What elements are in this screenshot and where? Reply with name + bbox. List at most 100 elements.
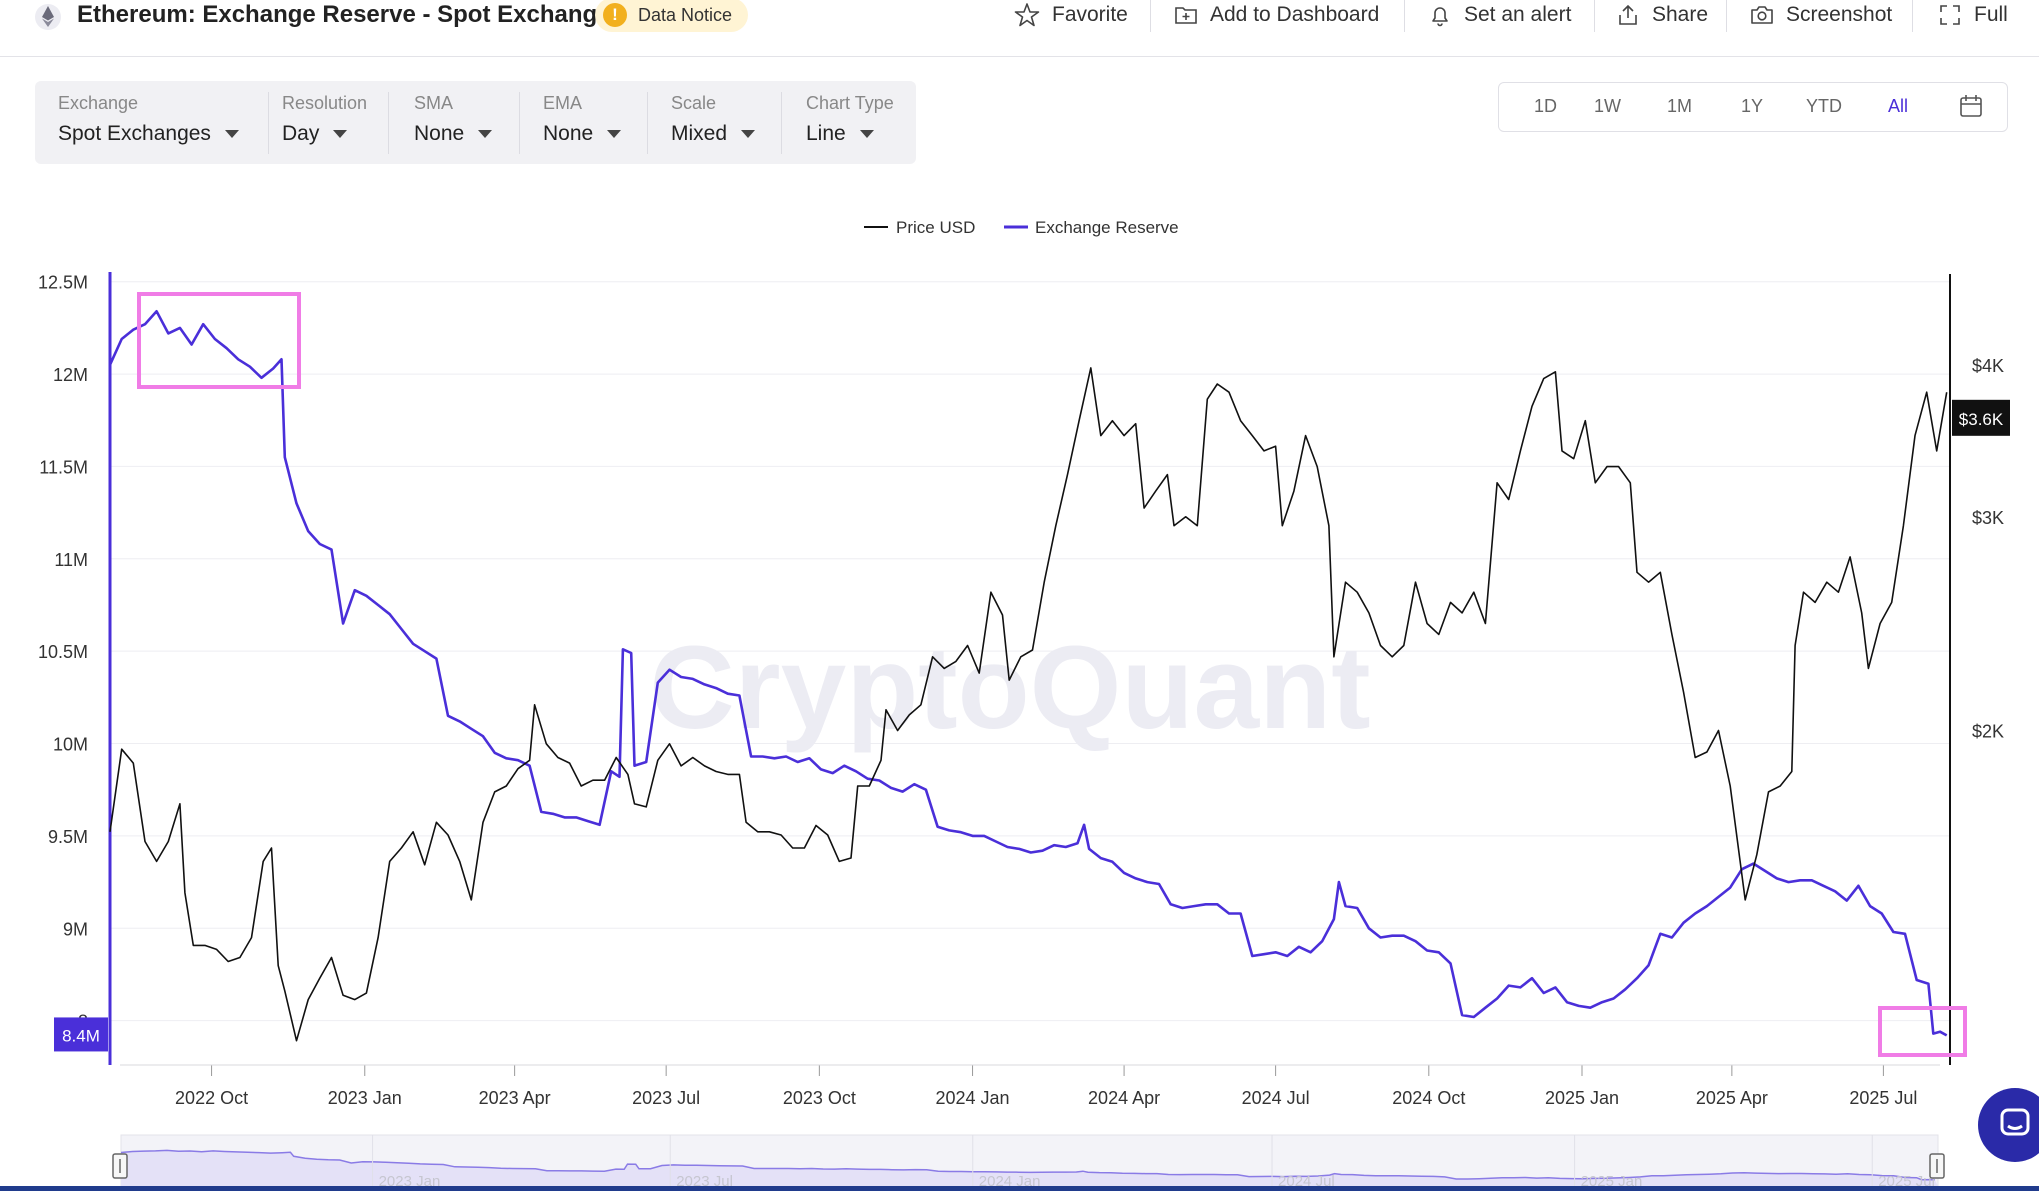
support-chat-button[interactable] (1978, 1088, 2039, 1162)
page-title: Ethereum: Exchange Reserve - Spot Exchan… (77, 1, 624, 28)
calendar-icon[interactable] (1959, 93, 1983, 119)
reserve-current-value-label: 8.4M (62, 1026, 100, 1045)
control-divider (268, 92, 269, 154)
set-alert-label: Set an alert (1464, 3, 1572, 26)
screenshot-button[interactable]: Screenshot (1750, 0, 1892, 30)
caret-down-icon (607, 130, 622, 138)
ema-select[interactable]: EMA None (543, 93, 622, 146)
price-usd-series-line (109, 367, 1948, 1042)
action-divider (1404, 0, 1405, 32)
control-divider (388, 92, 389, 154)
range-navigator[interactable]: 2023 Jan 2023 Jul 2024 Jan 2024 Jul 2025 Jan… (112, 1134, 1945, 1190)
left-axis-tick-label: 9.5M (48, 827, 88, 847)
range-button-ytd[interactable]: YTD (1806, 96, 1842, 116)
left-axis-tick-label: 9M (63, 919, 88, 939)
resolution-select-value: Day (282, 122, 320, 145)
page-header: Ethereum: Exchange Reserve - Spot Exchan… (0, 0, 2039, 57)
chart-type-select[interactable]: Chart Type Line (806, 93, 894, 146)
share-label: Share (1652, 3, 1709, 26)
watermark: CryptoQuant (649, 622, 1370, 754)
exchange-select[interactable]: Exchange Spot Exchanges (58, 93, 239, 146)
navigator-tick-label: 2023 Jul (676, 1173, 733, 1190)
x-axis-tick-label: 2023 Apr (479, 1088, 551, 1108)
add-to-dashboard-button[interactable]: Add to Dashboard (1174, 0, 1379, 30)
x-axis-tick-label: 2025 Apr (1696, 1088, 1768, 1108)
fullscreen-icon (1940, 5, 1960, 25)
legend-price-label[interactable]: Price USD (896, 218, 975, 237)
right-axis-tick-label: $4K (1972, 356, 2004, 376)
range-button-all[interactable]: All (1888, 96, 1909, 116)
sma-select-label: SMA (414, 93, 454, 113)
range-button-1m[interactable]: 1M (1667, 96, 1693, 116)
star-icon (1014, 3, 1040, 27)
resolution-select-label: Resolution (282, 93, 368, 113)
chart-grid (110, 281, 1950, 1022)
scale-select[interactable]: Scale Mixed (671, 93, 756, 146)
left-axis-tick-label: 10M (53, 735, 88, 755)
resolution-select[interactable]: Resolution Day (282, 93, 367, 146)
reserve-current-value-tag (54, 1017, 108, 1052)
chart-axes: 12.5M12M11.5M11M10.5M10M9.5M9M8$4K$3K$2K… (38, 272, 2004, 1108)
warning-icon: ! (603, 3, 627, 27)
navigator-tick-label: 2024 Jan (979, 1173, 1041, 1190)
chart-type-select-value: Line (806, 122, 846, 145)
favorite-button[interactable]: Favorite (1014, 0, 1128, 30)
range-button-1y[interactable]: 1Y (1741, 96, 1764, 116)
sma-select[interactable]: SMA None (414, 93, 493, 146)
x-axis-tick-label: 2024 Jul (1242, 1088, 1310, 1108)
x-axis-tick-label: 2024 Jan (936, 1088, 1010, 1108)
left-axis-tick-label: 10.5M (38, 642, 88, 662)
action-divider (1912, 0, 1913, 32)
sma-select-value: None (414, 122, 465, 145)
chart-controls: Exchange Spot Exchanges Resolution Day S… (35, 81, 916, 164)
left-axis-tick-label: 11.5M (39, 457, 88, 477)
navigator-tick-label: 2023 Jan (379, 1173, 441, 1190)
data-notice-label: Data Notice (638, 4, 733, 25)
navigator-tick-label: 2025 Jul (1878, 1173, 1935, 1190)
range-button-1d[interactable]: 1D (1534, 96, 1558, 116)
chart-type-select-label: Chart Type (806, 93, 894, 113)
x-axis-tick-label: 2025 Jul (1849, 1088, 1917, 1108)
ethereum-logo-icon (35, 4, 61, 30)
legend-reserve-label[interactable]: Exchange Reserve (1035, 218, 1179, 237)
action-divider (1726, 0, 1727, 32)
data-notice-badge[interactable]: ! Data Notice (595, 0, 749, 32)
exchange-select-label: Exchange (58, 93, 139, 113)
price-current-value-tag (1952, 399, 2010, 436)
exchange-select-value: Spot Exchanges (58, 122, 211, 145)
ema-select-label: EMA (543, 93, 583, 113)
chart-annotations: 8.4M $3.6K (54, 292, 2010, 1057)
action-divider (1594, 0, 1595, 32)
control-divider (647, 92, 648, 154)
navigator-area (121, 1150, 1938, 1186)
action-divider (1150, 0, 1151, 32)
bell-icon (1432, 7, 1448, 27)
x-axis-tick-label: 2023 Jan (328, 1088, 402, 1108)
fullscreen-label: Full (1974, 3, 2008, 26)
share-button[interactable]: Share (1616, 0, 1708, 30)
caret-down-icon (478, 130, 493, 138)
chart-lines (108, 310, 1948, 1042)
caret-down-icon (333, 130, 348, 138)
add-dashboard-icon (1175, 7, 1197, 24)
camera-icon (1751, 6, 1773, 24)
bottom-strip (0, 1186, 2039, 1191)
price-current-value-label: $3.6K (1959, 410, 2004, 429)
scale-select-label: Scale (671, 93, 717, 113)
right-axis-tick-label: $2K (1972, 721, 2004, 741)
range-button-1w[interactable]: 1W (1594, 96, 1621, 116)
x-axis-tick-label: 2023 Oct (783, 1088, 856, 1108)
time-range-selector: 1D 1W 1M 1Y YTD All (1498, 82, 2008, 132)
caret-down-icon (859, 130, 874, 138)
control-divider (781, 92, 782, 154)
screenshot-label: Screenshot (1786, 3, 1893, 26)
x-axis-tick-label: 2025 Jan (1545, 1088, 1619, 1108)
fullscreen-button[interactable]: Full (1938, 0, 2008, 30)
chart-legend: Price USD Exchange Reserve (864, 218, 1179, 237)
set-alert-button[interactable]: Set an alert (1428, 0, 1571, 30)
x-axis-tick-label: 2022 Oct (175, 1088, 248, 1108)
ema-select-value: None (543, 122, 594, 145)
highlight-box-end (1878, 1006, 1967, 1057)
caret-down-icon (741, 130, 756, 138)
